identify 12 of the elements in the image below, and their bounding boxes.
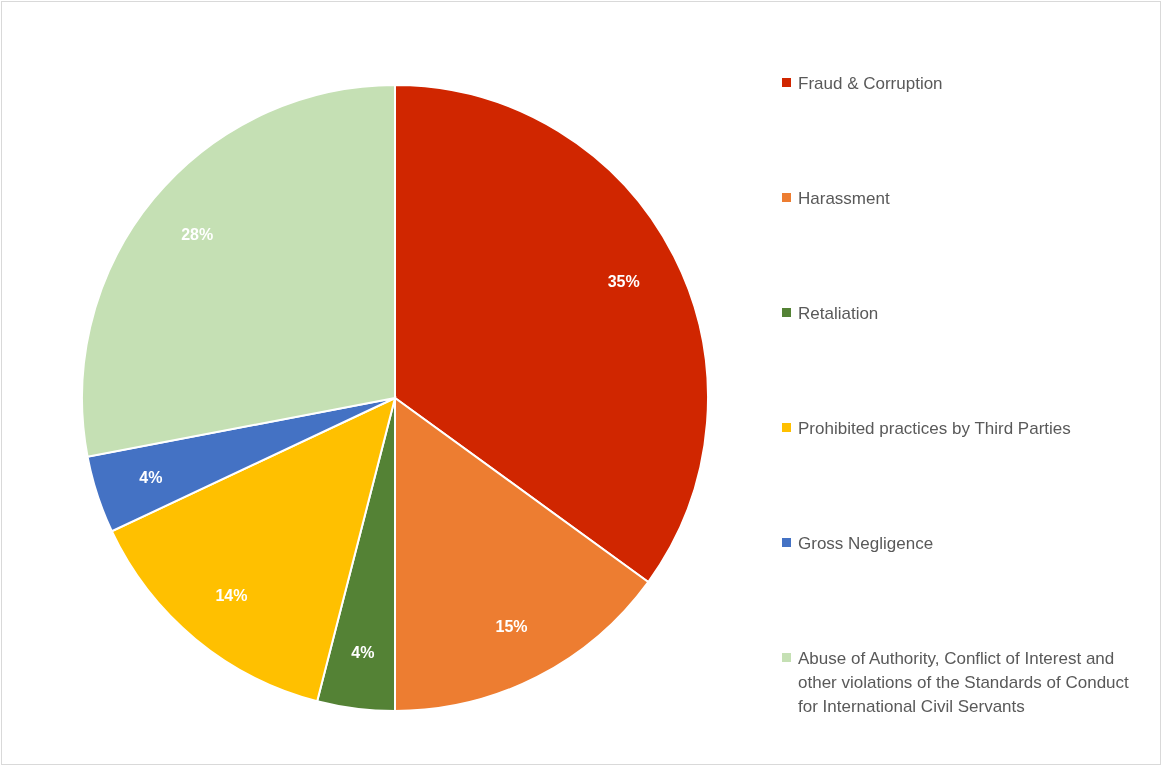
data-label: 15% <box>495 618 528 636</box>
legend-label: Abuse of Authority, Conflict of Interest and other violations of the Standards of Conduct for International Civil Servants <box>798 648 1130 718</box>
data-label: 14% <box>215 587 248 605</box>
data-label: 4% <box>351 644 375 662</box>
data-label: 28% <box>181 225 214 243</box>
legend-label: Fraud & Corruption <box>798 73 943 95</box>
data-label: 4% <box>139 468 163 486</box>
data-label: 35% <box>607 272 640 290</box>
legend-label: Prohibited practices by Third Parties <box>798 418 1071 440</box>
legend-label: Gross Negligence <box>798 533 934 555</box>
legend-label: Harassment <box>798 188 890 210</box>
legend-label: Retaliation <box>798 303 879 325</box>
